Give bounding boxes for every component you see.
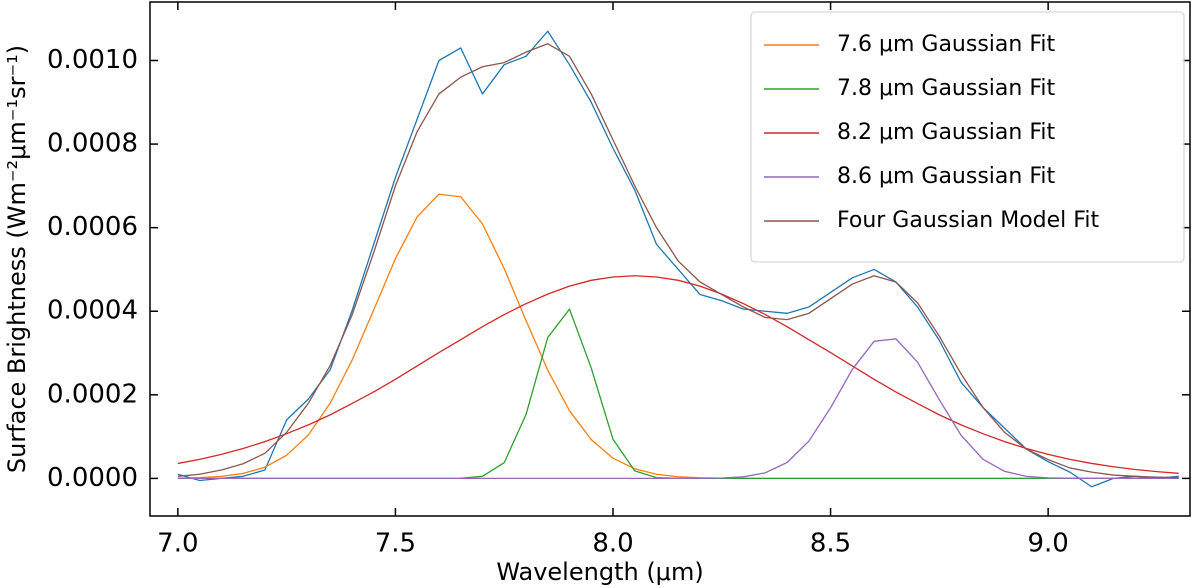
y-tick-label: 0.0010 <box>47 45 138 75</box>
series-line <box>177 308 1179 480</box>
series-line <box>177 43 1179 479</box>
legend-label: 7.6 μm Gaussian Fit <box>837 32 1055 57</box>
series-line <box>177 338 1179 480</box>
y-axis-label: Surface Brightness (Wm⁻²μm⁻¹sr⁻¹) <box>3 45 31 473</box>
y-tick-label: 0.0002 <box>47 379 138 409</box>
legend-box <box>750 11 1185 263</box>
x-tick-label: 8.0 <box>592 529 633 559</box>
legend-label: 8.6 μm Gaussian Fit <box>837 164 1055 189</box>
y-tick-label: 0.0000 <box>47 463 138 493</box>
legend-label: 7.8 μm Gaussian Fit <box>837 76 1055 101</box>
y-tick-label: 0.0008 <box>47 129 138 159</box>
x-tick-label: 8.5 <box>810 529 851 559</box>
x-tick-label: 7.0 <box>157 529 198 559</box>
x-tick-label: 7.5 <box>375 529 416 559</box>
series-line <box>177 275 1179 474</box>
plot-frame <box>149 1 1191 517</box>
legend-label: Four Gaussian Model Fit <box>837 208 1099 233</box>
x-tick-label: 9.0 <box>1027 529 1068 559</box>
y-tick-label: 0.0006 <box>47 212 138 242</box>
legend-label: 8.2 μm Gaussian Fit <box>837 120 1055 145</box>
x-axis-label: Wavelength (μm) <box>496 558 703 586</box>
y-tick-label: 0.0004 <box>47 296 138 326</box>
